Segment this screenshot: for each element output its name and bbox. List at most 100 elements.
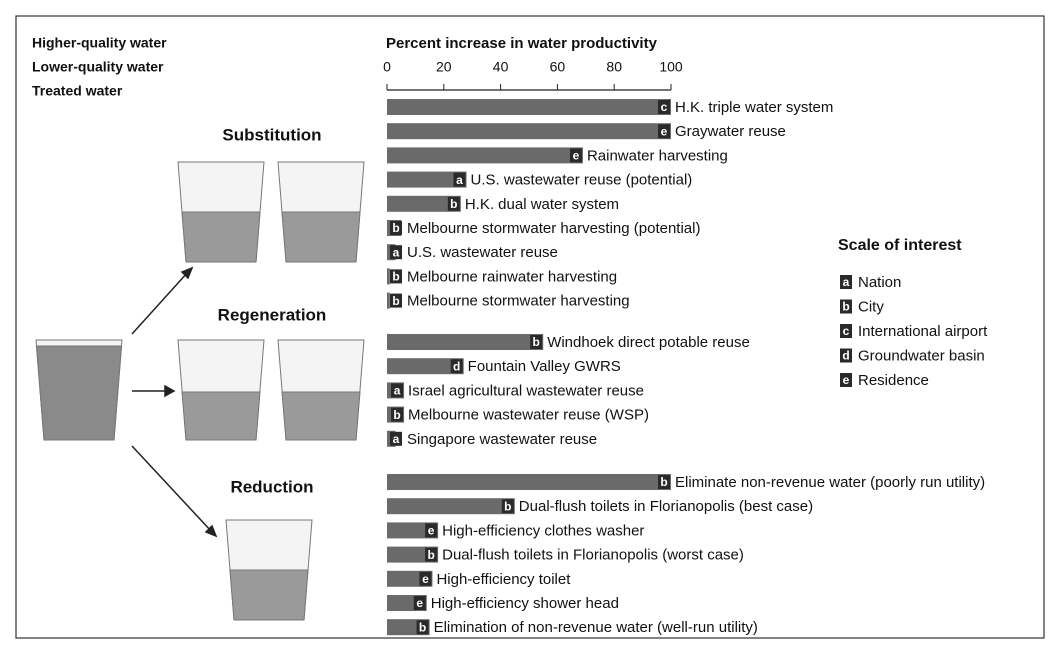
scale-tag-letter: b bbox=[504, 499, 511, 513]
scale-tag: b bbox=[658, 475, 670, 489]
legend-tag-letter: c bbox=[843, 324, 850, 338]
scale-tag: b bbox=[390, 269, 402, 283]
scale-tag: b bbox=[448, 197, 460, 211]
scale-tag: b bbox=[391, 408, 403, 422]
scale-tag-letter: c bbox=[661, 100, 668, 114]
scale-tag: a bbox=[454, 173, 466, 187]
glass bbox=[278, 162, 364, 262]
bar-label: Rainwater harvesting bbox=[587, 147, 728, 164]
x-tick-label: 0 bbox=[383, 59, 391, 75]
bar bbox=[387, 147, 583, 163]
scale-tag-letter: a bbox=[394, 384, 401, 398]
scale-tag-letter: b bbox=[419, 620, 426, 634]
bar-label: Eliminate non-revenue water (poorly run … bbox=[675, 474, 985, 491]
bar-label: Dual-flush toilets in Florianopolis (wor… bbox=[442, 547, 744, 564]
glasses bbox=[36, 162, 364, 620]
legend-tag-letter: d bbox=[842, 349, 849, 363]
scale-tag-letter: e bbox=[416, 596, 423, 610]
bar-label: Windhoek direct potable reuse bbox=[547, 334, 750, 351]
scale-tag: b bbox=[417, 620, 429, 634]
scale-tag: e bbox=[570, 148, 582, 162]
scale-tag: a bbox=[390, 245, 402, 259]
scale-tag-letter: a bbox=[393, 245, 400, 259]
legend-tag-letter: b bbox=[842, 300, 849, 314]
group-label: Regeneration bbox=[218, 305, 327, 324]
x-tick-label: 100 bbox=[659, 59, 683, 75]
legend-label: City bbox=[858, 298, 884, 315]
scale-tag: a bbox=[390, 432, 402, 446]
legend-tag: b bbox=[840, 300, 852, 314]
scale-tag: e bbox=[658, 124, 670, 138]
scale-tag-letter: b bbox=[450, 197, 457, 211]
legend-label: Groundwater basin bbox=[858, 347, 985, 364]
scale-tag-letter: b bbox=[533, 335, 540, 349]
x-tick-label: 20 bbox=[436, 59, 452, 75]
glass bbox=[278, 340, 364, 440]
scale-tag: b bbox=[390, 294, 402, 308]
scale-tag: b bbox=[502, 499, 514, 513]
bar-label: H.K. triple water system bbox=[675, 99, 833, 116]
scale-tag-letter: e bbox=[422, 572, 429, 586]
scale-tag-letter: a bbox=[456, 173, 463, 187]
bar-label: Melbourne stormwater harvesting bbox=[407, 293, 630, 310]
bar-label: Dual-flush toilets in Florianopolis (bes… bbox=[519, 498, 813, 515]
bar bbox=[387, 474, 671, 490]
scale-tag: b bbox=[425, 548, 437, 562]
bar-label: Israel agricultural wastewater reuse bbox=[408, 382, 644, 399]
scale-tag: b bbox=[390, 221, 402, 235]
scale-tag: e bbox=[419, 572, 431, 586]
scale-tag: e bbox=[425, 523, 437, 537]
bar-label: Melbourne wastewater reuse (WSP) bbox=[408, 407, 649, 424]
bar-label: Melbourne rainwater harvesting bbox=[407, 268, 617, 285]
bar-label: Elimination of non-revenue water (well-r… bbox=[434, 619, 758, 636]
bar-label: U.S. wastewater reuse (potential) bbox=[471, 172, 693, 189]
scale-tag-letter: b bbox=[392, 294, 399, 308]
bar-label: Graywater reuse bbox=[675, 123, 786, 140]
x-tick-label: 80 bbox=[606, 59, 622, 75]
scale-tag: e bbox=[414, 596, 426, 610]
x-tick-label: 60 bbox=[550, 59, 566, 75]
scale-tag-letter: e bbox=[428, 524, 435, 538]
bar-label: High-efficiency toilet bbox=[436, 571, 571, 588]
scale-tag-letter: e bbox=[573, 149, 580, 163]
bar-label: High-efficiency shower head bbox=[431, 595, 619, 612]
scale-tag-letter: b bbox=[660, 475, 667, 489]
legend-label: International airport bbox=[858, 323, 988, 340]
legend-tag: a bbox=[840, 275, 852, 289]
page: Percent increase in water productivity H… bbox=[0, 0, 1060, 661]
water-legend-item: Lower-quality water bbox=[32, 59, 164, 75]
bar-label: H.K. dual water system bbox=[465, 196, 619, 213]
scale-tag: c bbox=[658, 100, 670, 114]
scale-tag-letter: b bbox=[392, 221, 399, 235]
scale-tag-letter: b bbox=[393, 408, 400, 422]
glass bbox=[178, 340, 264, 440]
scale-tag-letter: b bbox=[427, 548, 434, 562]
legend-label: Residence bbox=[858, 372, 929, 389]
legend-tag: e bbox=[840, 373, 852, 387]
scale-tag-letter: e bbox=[661, 124, 668, 138]
group-label: Reduction bbox=[230, 477, 313, 496]
glass bbox=[36, 340, 122, 440]
bar-label: Singapore wastewater reuse bbox=[407, 431, 597, 448]
group-label: Substitution bbox=[222, 125, 321, 144]
bar-label: U.S. wastewater reuse bbox=[407, 244, 558, 261]
bar bbox=[387, 334, 543, 350]
scale-tag-letter: b bbox=[392, 270, 399, 284]
bar-label: High-efficiency clothes washer bbox=[442, 522, 644, 539]
glass bbox=[226, 520, 312, 620]
scale-tag: d bbox=[451, 359, 463, 373]
bar bbox=[387, 123, 671, 139]
legend-tag: d bbox=[840, 349, 852, 363]
scale-legend-title: Scale of interest bbox=[838, 237, 962, 254]
water-legend-item: Treated water bbox=[32, 83, 123, 99]
scale-tag-letter: a bbox=[393, 432, 400, 446]
legend-tag-letter: e bbox=[843, 373, 850, 387]
scale-tag: a bbox=[391, 383, 403, 397]
bar bbox=[387, 99, 671, 115]
bar bbox=[387, 498, 515, 514]
bar bbox=[387, 293, 390, 309]
bar-label: Fountain Valley GWRS bbox=[468, 358, 621, 375]
legend-tag-letter: a bbox=[843, 275, 850, 289]
chart-title: Percent increase in water productivity bbox=[386, 35, 658, 52]
water-legend-item: Higher-quality water bbox=[32, 35, 167, 51]
